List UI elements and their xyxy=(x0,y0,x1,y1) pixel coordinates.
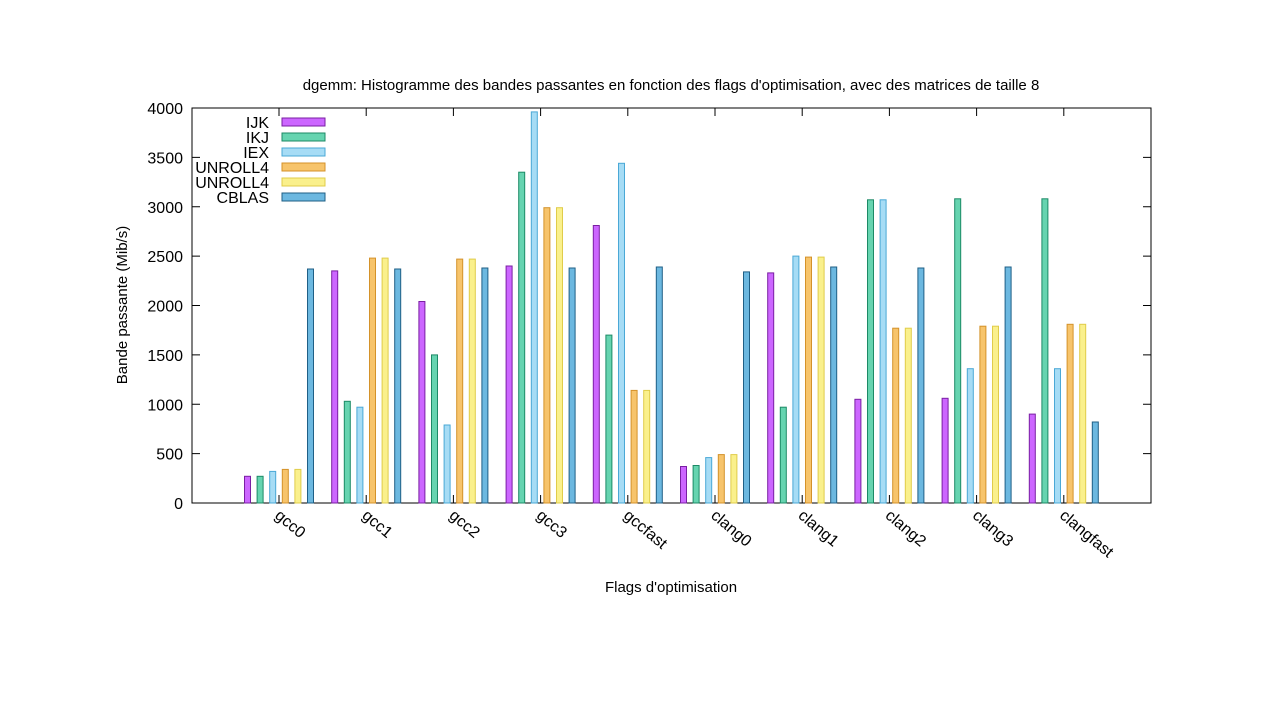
bar-gcc0-cblas xyxy=(307,268,314,504)
bar-gcc3-ijk xyxy=(505,265,513,504)
x-tick-label: gcc3 xyxy=(533,507,570,542)
bar-clang0-unroll4 xyxy=(717,454,725,504)
bar-clangfast-ikj xyxy=(1041,198,1049,504)
bar-gccfast-cblas xyxy=(655,266,663,504)
bar-gcc1-ijk xyxy=(331,270,339,504)
bar-clang3-unroll4 xyxy=(992,325,999,504)
legend-swatch xyxy=(281,162,326,172)
y-tick-label: 2000 xyxy=(147,299,183,316)
legend-swatch xyxy=(281,177,326,187)
bar-gcc0-unroll4 xyxy=(294,468,302,504)
bar-clang0-ijk xyxy=(680,466,687,504)
bar-gcc2-unroll4 xyxy=(456,258,464,504)
bar-clang2-ikj xyxy=(867,199,874,504)
x-tick-label: clang1 xyxy=(795,507,842,550)
y-tick-label: 1000 xyxy=(147,397,183,414)
x-tick-label: gccfast xyxy=(620,507,670,553)
y-tick-label: 1500 xyxy=(147,348,183,365)
bar-gccfast-unroll4 xyxy=(630,389,638,504)
legend-label: UNROLL4 xyxy=(195,175,269,192)
bar-clang0-ikj xyxy=(692,465,700,504)
bar-gcc1-unroll4 xyxy=(369,257,376,504)
bar-clangfast-unroll4 xyxy=(1066,323,1074,504)
bar-clang1-ikj xyxy=(779,406,787,504)
bar-gcc0-unroll4 xyxy=(281,468,289,504)
y-tick-label: 2500 xyxy=(147,249,183,266)
bar-gcc1-iex xyxy=(356,406,364,504)
bar-clang1-unroll4 xyxy=(817,256,825,504)
x-tick-label: clang0 xyxy=(707,507,754,550)
legend-swatch xyxy=(281,147,326,157)
bar-clangfast-ijk xyxy=(1028,413,1036,504)
legend-label: IJK xyxy=(246,115,269,132)
bar-gccfast-ijk xyxy=(592,225,600,504)
bar-clangfast-cblas xyxy=(1091,421,1099,504)
bar-clang2-ijk xyxy=(854,398,862,504)
bar-gcc1-unroll4 xyxy=(381,257,389,504)
bar-gcc3-cblas xyxy=(568,267,576,504)
legend-label: UNROLL4 xyxy=(195,160,269,177)
y-axis: 0 500 1000 1500 2000 2500 3000 3500 4000 xyxy=(147,101,1151,513)
bars-group xyxy=(244,111,1099,504)
bar-gcc0-iex xyxy=(269,470,277,504)
bar-gcc2-cblas xyxy=(481,267,489,504)
bar-gcc1-cblas xyxy=(394,268,402,504)
bar-clang0-iex xyxy=(705,457,713,504)
x-tick-label: clang3 xyxy=(969,507,1016,550)
y-tick-label: 500 xyxy=(156,447,183,464)
y-axis-label: Bande passante (Mib/s) xyxy=(114,226,131,384)
bar-gcc2-ikj xyxy=(431,354,438,504)
bar-clang0-cblas xyxy=(743,271,750,504)
bar-clang3-ijk xyxy=(941,397,949,504)
bar-gcc0-ikj xyxy=(256,475,264,504)
x-axis-label: Flags d'optimisation xyxy=(605,579,737,596)
bar-clang1-cblas xyxy=(830,266,838,504)
bar-clang3-cblas xyxy=(1004,266,1012,504)
bar-gcc3-unroll4 xyxy=(543,207,551,504)
bar-gccfast-iex xyxy=(618,162,625,504)
bar-clang3-ikj xyxy=(954,198,962,504)
x-tick-label: gcc1 xyxy=(359,507,396,542)
bar-clang3-unroll4 xyxy=(979,325,987,504)
bar-clang2-unroll4 xyxy=(892,327,900,504)
bar-clang1-ijk xyxy=(767,272,775,504)
x-tick-label: clangfast xyxy=(1056,507,1116,562)
bar-gccfast-ikj xyxy=(605,334,613,504)
bar-gcc2-iex xyxy=(443,424,451,504)
y-tick-label: 4000 xyxy=(147,101,183,118)
legend-label: IKJ xyxy=(246,130,269,147)
bar-clangfast-iex xyxy=(1054,368,1061,504)
legend-label: IEX xyxy=(243,145,269,162)
legend-swatch xyxy=(281,117,326,127)
x-tick-label: clang2 xyxy=(882,507,929,550)
bar-gcc2-ijk xyxy=(418,301,426,504)
bar-clangfast-unroll4 xyxy=(1079,323,1087,504)
x-tick-label: gcc2 xyxy=(446,507,483,542)
bar-clang3-iex xyxy=(966,368,974,504)
legend-label: CBLAS xyxy=(217,190,269,207)
bar-gcc3-iex xyxy=(530,111,538,504)
bar-gccfast-unroll4 xyxy=(643,389,651,504)
bar-clang0-unroll4 xyxy=(730,454,738,504)
bar-gcc3-ikj xyxy=(518,171,526,504)
bar-gcc3-unroll4 xyxy=(556,207,563,504)
bar-clang1-unroll4 xyxy=(805,256,812,504)
bar-gcc1-ikj xyxy=(343,400,351,504)
x-tick-label: gcc0 xyxy=(271,507,308,542)
y-tick-label: 3500 xyxy=(147,150,183,167)
bar-gcc2-unroll4 xyxy=(468,258,476,504)
y-tick-label: 0 xyxy=(174,496,183,513)
bar-clang2-cblas xyxy=(917,267,925,504)
legend-swatch xyxy=(281,132,326,142)
bar-gcc0-ijk xyxy=(244,475,251,504)
chart-title: dgemm: Histogramme des bandes passantes … xyxy=(303,77,1040,94)
bar-clang2-unroll4 xyxy=(904,327,912,504)
legend-swatch xyxy=(281,192,326,202)
y-tick-label: 3000 xyxy=(147,200,183,217)
bar-clang1-iex xyxy=(792,255,800,504)
bar-clang2-iex xyxy=(879,199,887,504)
